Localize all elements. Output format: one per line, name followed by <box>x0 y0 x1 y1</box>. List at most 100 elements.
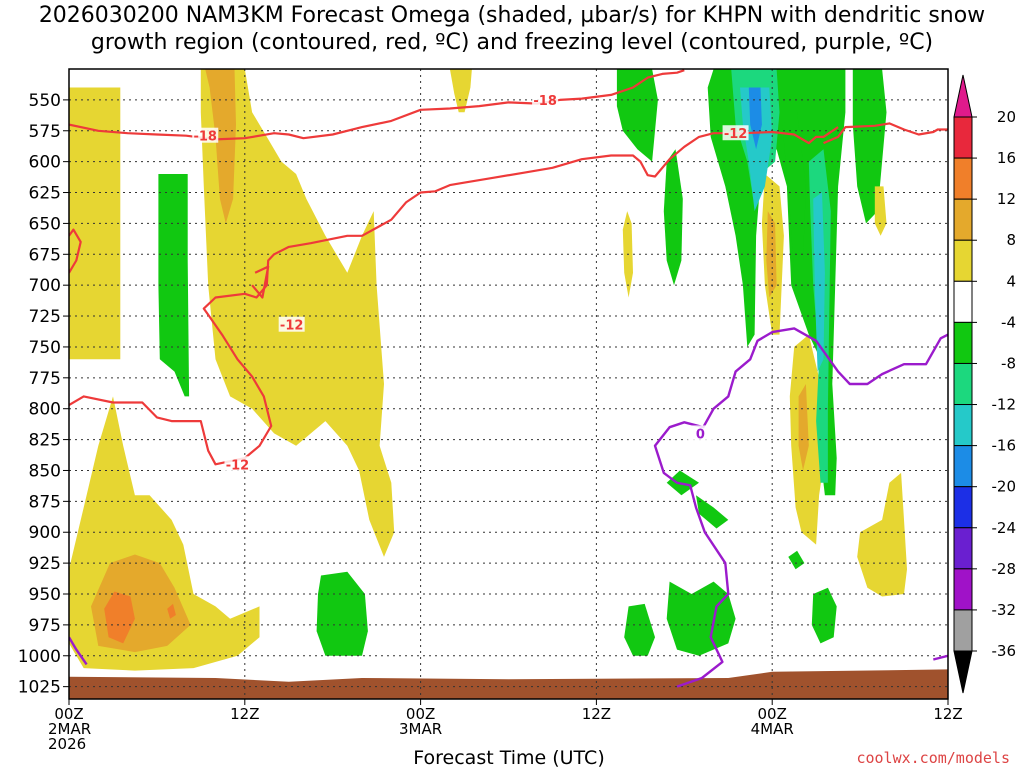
colorbar-label-2: 12 <box>997 190 1016 208</box>
contour-label-3: -12 <box>280 319 304 334</box>
colorbar-bin-11 <box>953 568 973 611</box>
colorbar-bottom-arrow <box>953 650 973 694</box>
omega-region-17 <box>624 603 655 656</box>
y-tick-label-7: 725 <box>29 307 61 327</box>
credit-text: coolwx.com/models <box>856 749 1010 767</box>
contour-label-2: -12 <box>724 127 748 142</box>
y-tick-label-13: 875 <box>29 492 61 512</box>
omega-region-3 <box>449 69 472 113</box>
omega-region-31 <box>811 587 837 644</box>
terrain-ground <box>69 669 948 699</box>
colorbar-label-3: 8 <box>1006 231 1016 249</box>
contour-label-bg-3 <box>278 316 305 332</box>
colorbar-label-13: -36 <box>992 642 1017 660</box>
colorbar-label-0: 20 <box>997 108 1016 126</box>
colorbar-label-11: -28 <box>992 560 1017 578</box>
colorbar-label-10: -24 <box>992 519 1017 537</box>
colorbar-bin-7 <box>953 404 973 447</box>
omega-region-21 <box>696 495 729 529</box>
plot-frame <box>68 68 949 700</box>
freezing-contour-2 <box>933 654 948 661</box>
x-tick-label-2-0: 00Z <box>406 705 435 723</box>
omega-region-26 <box>813 192 825 372</box>
y-tick-label-16: 950 <box>29 585 61 605</box>
y-tick-label-19: 1025 <box>18 678 61 698</box>
colorbar-bin-6 <box>953 362 973 406</box>
omega-region-2 <box>205 69 236 224</box>
colorbar-label-12: -32 <box>992 601 1017 619</box>
x-tick-label-0-0: 00Z <box>54 705 83 723</box>
y-tick-label-12: 850 <box>29 461 61 481</box>
colorbar-label-8: -16 <box>992 437 1017 455</box>
colorbar-label-4: 4 <box>1006 272 1016 290</box>
y-tick-label-5: 675 <box>29 245 61 265</box>
colorbar-bin-12 <box>953 609 973 652</box>
colorbar-bin-2 <box>953 198 973 241</box>
contour-label-4: -12 <box>226 458 250 473</box>
y-tick-label-18: 1000 <box>18 647 61 667</box>
y-tick-label-14: 900 <box>29 523 61 543</box>
omega-region-27 <box>748 87 762 150</box>
chart-title-line-1: 2026030200 NAM3KM Forecast Omega (shaded… <box>39 3 985 28</box>
colorbar-bin-8 <box>953 445 973 488</box>
x-tick-label-1-0: 12Z <box>230 705 259 723</box>
dendritic-contour-0 <box>69 69 685 141</box>
omega-region-18 <box>663 149 683 286</box>
dendritic-contour-3 <box>251 265 270 299</box>
y-tick-label-11: 825 <box>29 431 61 451</box>
omega-region-19 <box>666 581 736 656</box>
y-tick-label-4: 650 <box>29 214 61 234</box>
omega-region-15 <box>316 571 368 656</box>
freezing-contour-0 <box>69 636 88 666</box>
chart-title-line-2: growth region (contoured, red, ºC) and f… <box>91 30 933 55</box>
freezing-contour-1 <box>653 327 948 688</box>
colorbar-label-1: 16 <box>997 149 1016 167</box>
contour-label-bg-4 <box>224 456 251 472</box>
x-tick-label-0-1: 2MAR <box>48 720 91 738</box>
omega-region-1 <box>200 69 395 557</box>
y-tick-label-0: 550 <box>29 91 61 111</box>
colorbar-bin-4 <box>953 280 973 323</box>
colorbar-bin-9 <box>953 486 973 529</box>
y-tick-label-9: 775 <box>29 369 61 389</box>
contour-label-bg-1 <box>192 127 219 143</box>
terrain-layer <box>69 669 948 699</box>
omega-region-30 <box>788 550 805 570</box>
omega-region-12 <box>798 384 809 471</box>
contour-labels: -18 -18 -12 -12 -12 0 <box>192 91 749 473</box>
omega-region-13 <box>857 472 907 597</box>
x-tick-label-5-0: 12Z <box>933 705 962 723</box>
omega-region-14 <box>158 174 190 397</box>
colorbar: 20 16 12 8 4 -4 -8 -12 -16 -20 -24 -28 -32 -36 <box>953 74 1017 694</box>
contour-label-bg-5 <box>687 425 714 441</box>
x-tick-label-0-2: 2026 <box>48 735 86 753</box>
colorbar-bin-5 <box>953 321 973 364</box>
x-tick-label-2-1: 3MAR <box>399 720 442 738</box>
colorbar-label-7: -12 <box>992 396 1017 414</box>
colorbar-bin-1 <box>953 157 973 200</box>
contour-label-bg-2 <box>722 125 749 141</box>
contour-label-5: 0 <box>696 427 705 442</box>
dendritic-contour-2 <box>69 126 839 466</box>
contour-label-0: -18 <box>533 94 557 109</box>
omega-region-6 <box>104 591 135 644</box>
y-tick-label-6: 700 <box>29 276 61 296</box>
omega-region-32 <box>874 186 887 236</box>
colorbar-bin-10 <box>953 527 973 570</box>
y-axis-ticks: 550 575 600 625 650 675 700 725 750 775 800 825 850 8… <box>18 91 69 698</box>
colorbar-bin-3 <box>953 239 973 282</box>
y-tick-label-15: 925 <box>29 554 61 574</box>
dendritic-contour-4 <box>69 228 82 274</box>
colorbar-bin-0 <box>953 116 973 159</box>
y-tick-label-8: 750 <box>29 338 61 358</box>
omega-region-28 <box>852 69 887 224</box>
omega-region-7 <box>167 603 176 619</box>
x-tick-label-4-0: 00Z <box>758 705 787 723</box>
omega-region-16 <box>616 69 658 162</box>
y-tick-label-17: 975 <box>29 616 61 636</box>
y-tick-label-3: 625 <box>29 184 61 204</box>
x-tick-label-4-1: 4MAR <box>751 720 794 738</box>
colorbar-label-6: -8 <box>1001 354 1016 372</box>
